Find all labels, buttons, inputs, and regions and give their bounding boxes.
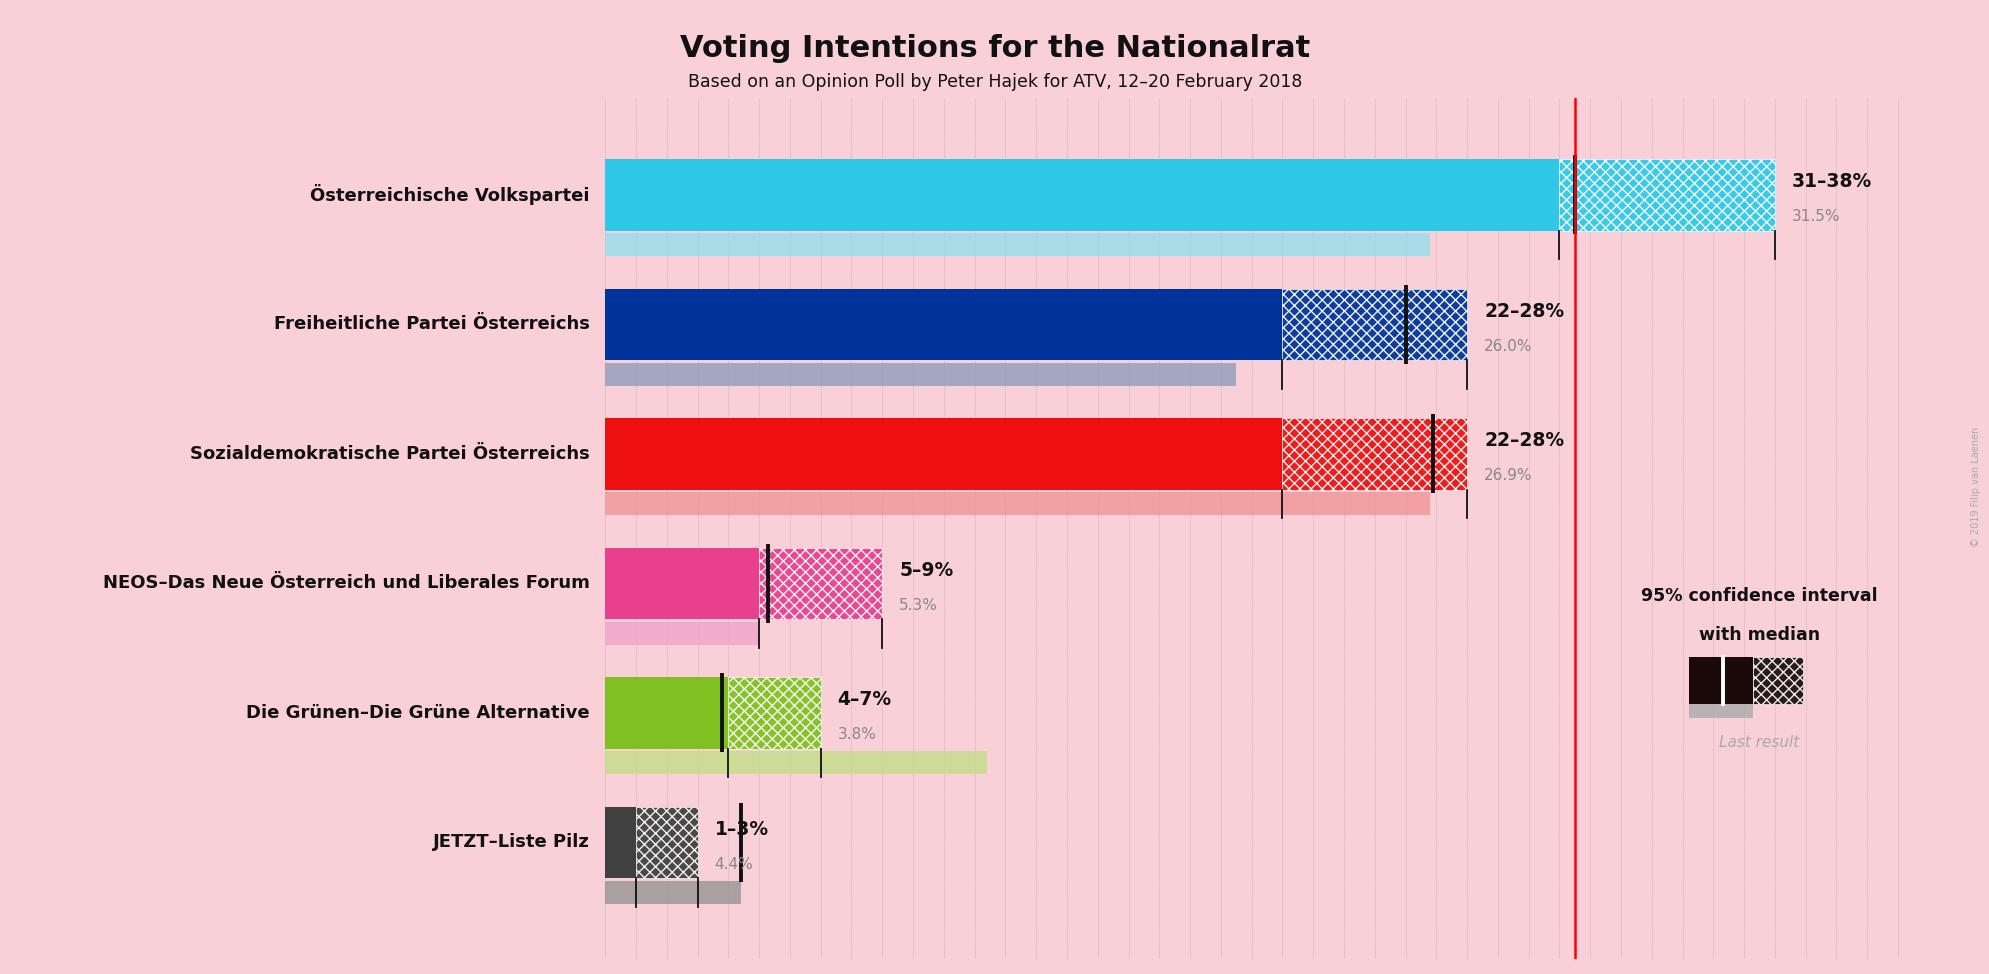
Text: Sozialdemokratische Partei Österreichs: Sozialdemokratische Partei Österreichs <box>191 445 589 463</box>
Bar <box>1559 160 1774 231</box>
Text: NEOS–Das Neue Österreich und Liberales Forum: NEOS–Das Neue Österreich und Liberales F… <box>103 575 589 592</box>
Bar <box>605 547 881 619</box>
Bar <box>605 621 758 645</box>
Bar <box>605 233 1430 256</box>
Text: Österreichische Volkspartei: Österreichische Volkspartei <box>310 184 589 206</box>
Text: Freiheitliche Partei Österreichs: Freiheitliche Partei Österreichs <box>274 316 589 333</box>
Text: Last result: Last result <box>1718 735 1798 750</box>
Text: 95% confidence interval: 95% confidence interval <box>1641 587 1878 606</box>
Bar <box>605 492 1430 515</box>
Text: 5.3%: 5.3% <box>899 598 937 613</box>
Text: 4–7%: 4–7% <box>837 691 891 709</box>
Bar <box>758 547 881 619</box>
Text: 26.0%: 26.0% <box>1484 339 1532 354</box>
Text: Die Grünen–Die Grüne Alternative: Die Grünen–Die Grüne Alternative <box>247 704 589 722</box>
Bar <box>605 547 758 619</box>
Bar <box>605 362 1235 386</box>
Bar <box>605 751 987 774</box>
Bar <box>1689 657 1752 704</box>
Bar <box>1281 289 1466 360</box>
Bar <box>728 677 819 749</box>
Bar <box>605 806 698 878</box>
Text: © 2019 Filip van Laenen: © 2019 Filip van Laenen <box>1969 427 1981 547</box>
Text: 22–28%: 22–28% <box>1484 302 1563 321</box>
Text: Voting Intentions for the Nationalrat: Voting Intentions for the Nationalrat <box>680 34 1309 63</box>
Text: with median: with median <box>1699 626 1820 644</box>
Text: 4.4%: 4.4% <box>714 857 754 872</box>
Bar <box>605 160 1774 231</box>
Bar <box>1752 657 1802 704</box>
Bar <box>1689 700 1752 718</box>
Bar <box>605 289 1466 360</box>
Bar <box>605 289 1281 360</box>
Bar <box>605 418 1281 490</box>
Text: 22–28%: 22–28% <box>1484 431 1563 451</box>
Bar <box>605 806 636 878</box>
Bar <box>605 677 728 749</box>
Bar <box>636 806 698 878</box>
Text: Based on an Opinion Poll by Peter Hajek for ATV, 12–20 February 2018: Based on an Opinion Poll by Peter Hajek … <box>688 73 1301 91</box>
Bar <box>605 880 740 904</box>
Text: 26.9%: 26.9% <box>1484 468 1532 483</box>
Bar <box>605 677 819 749</box>
Bar <box>605 160 1559 231</box>
Text: 3.8%: 3.8% <box>837 728 875 742</box>
Text: JETZT–Liste Pilz: JETZT–Liste Pilz <box>434 834 589 851</box>
Text: 1–3%: 1–3% <box>714 820 768 839</box>
Text: 31.5%: 31.5% <box>1790 209 1840 224</box>
Bar <box>605 418 1466 490</box>
Bar <box>1281 418 1466 490</box>
Text: 5–9%: 5–9% <box>899 561 953 580</box>
Text: 31–38%: 31–38% <box>1790 172 1872 192</box>
